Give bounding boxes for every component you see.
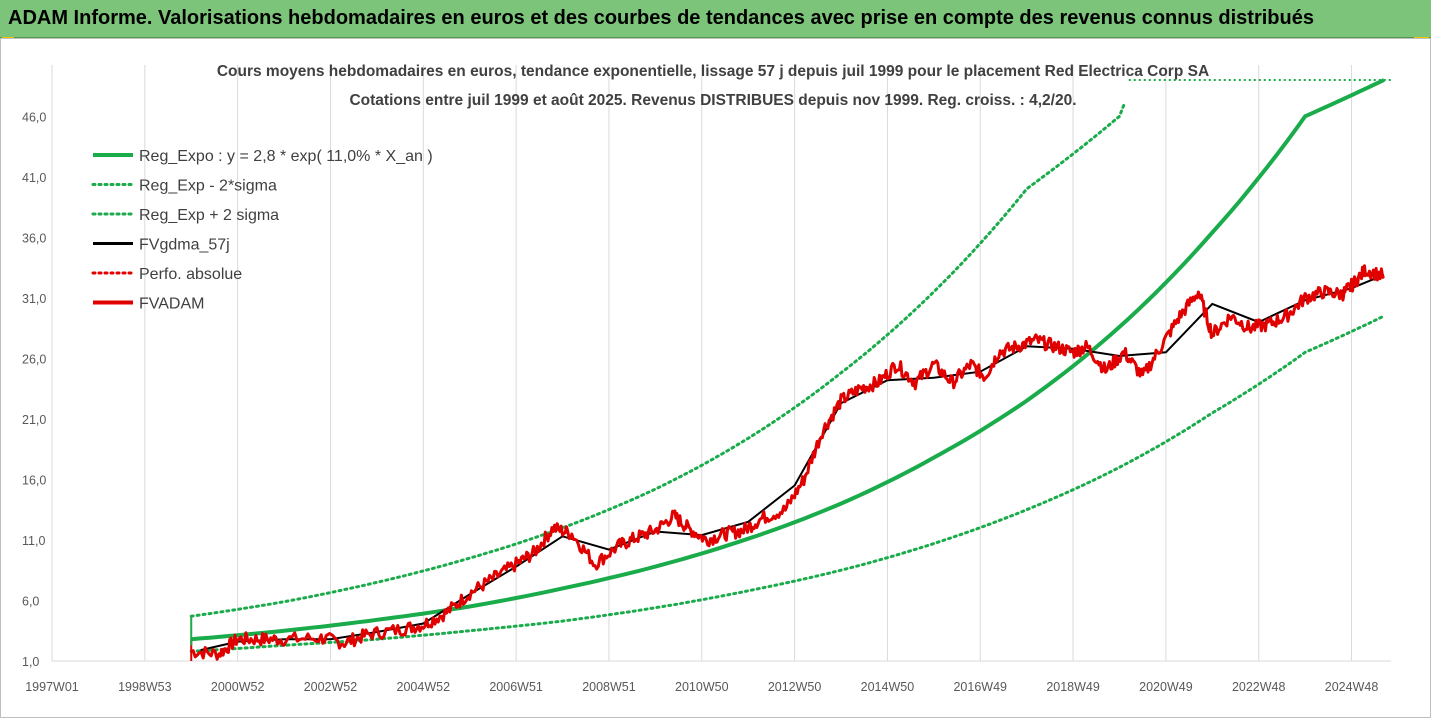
- y-tick-label: 41,0: [22, 171, 46, 185]
- x-tick-label: 2016W49: [953, 680, 1007, 694]
- chart-frame: [0, 38, 1431, 718]
- x-tick-label: 2004W52: [397, 680, 451, 694]
- y-tick-label: 16,0: [22, 473, 46, 487]
- y-tick-label: 11,0: [22, 534, 45, 548]
- x-tick-label: 2020W49: [1139, 680, 1193, 694]
- legend-label: Reg_Exp + 2 sigma: [139, 207, 279, 224]
- y-tick-label: 36,0: [22, 231, 46, 245]
- x-tick-label: 2010W50: [675, 680, 729, 694]
- y-axis: 1,0 6,0 11,0 16,0 21,0 26,0 31,0 36,0 41,0 46,0: [22, 110, 46, 669]
- legend-label: FVgdma_57j: [139, 237, 230, 254]
- x-tick-label: 2022W48: [1232, 680, 1286, 694]
- legend-label: Perfo. absolue: [139, 266, 242, 283]
- y-tick-label: 26,0: [22, 352, 46, 366]
- legend-label: FVADAM: [139, 296, 204, 313]
- chart-title-line-1: Cours moyens hebdomadaires en euros, ten…: [217, 63, 1209, 80]
- x-tick-label: 1997W01: [25, 680, 79, 694]
- page-banner: ADAM Informe. Valorisations hebdomadaire…: [0, 0, 1431, 38]
- vertical-gridlines: [51, 65, 1353, 661]
- x-tick-label: 1998W53: [118, 680, 172, 694]
- legend: Reg_Expo : y = 2,8 * exp( 11,0% * X_an )…: [91, 148, 433, 313]
- y-tick-label: 21,0: [22, 413, 46, 427]
- y-tick-label: 46,0: [22, 110, 46, 124]
- series-smoothed: [200, 273, 1385, 652]
- chart-title-line-2: Cotations entre juil 1999 et août 2025. …: [349, 92, 1076, 109]
- x-tick-label: 2000W52: [211, 680, 265, 694]
- legend-label: Reg_Exp - 2*sigma: [139, 178, 277, 195]
- legend-label: Reg_Expo : y = 2,8 * exp( 11,0% * X_an ): [139, 148, 433, 165]
- x-tick-label: 2012W50: [768, 680, 822, 694]
- series-price: [190, 264, 1386, 661]
- series-layer: [189, 78, 1391, 661]
- x-tick-label: 2006W51: [489, 680, 543, 694]
- series-lower-band: [189, 314, 1386, 653]
- x-tick-label: 2018W49: [1046, 680, 1100, 694]
- x-tick-label: 2024W48: [1325, 680, 1379, 694]
- x-tick-label: 2002W52: [304, 680, 358, 694]
- x-tick-label: 2008W51: [582, 680, 636, 694]
- series-upper-band: [189, 102, 1126, 618]
- x-axis: 1997W01 1998W53 2000W52 2002W52 2004W52 2006W…: [25, 660, 1391, 694]
- series-regression: [191, 78, 1385, 642]
- y-tick-label: 6,0: [22, 594, 39, 608]
- x-tick-label: 2014W50: [861, 680, 915, 694]
- banner-title: ADAM Informe. Valorisations hebdomadaire…: [8, 7, 1314, 29]
- y-tick-label: 31,0: [22, 292, 46, 306]
- y-tick-label: 1,0: [22, 655, 39, 669]
